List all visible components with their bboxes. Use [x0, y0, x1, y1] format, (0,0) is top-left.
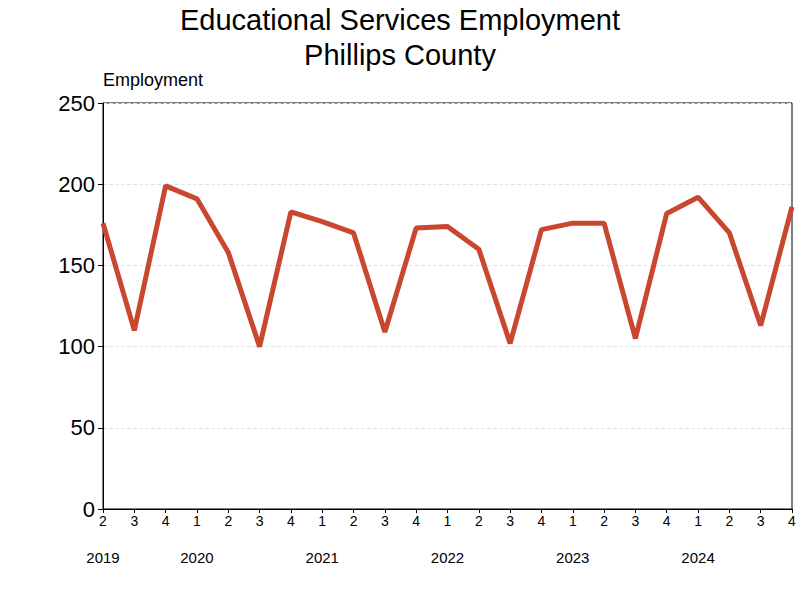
svg-text:1: 1 — [318, 513, 326, 529]
svg-text:4: 4 — [663, 513, 671, 529]
svg-text:2024: 2024 — [681, 549, 714, 566]
svg-text:1: 1 — [193, 513, 201, 529]
svg-text:250: 250 — [58, 91, 95, 116]
svg-text:Educational Services Employmen: Educational Services Employment — [180, 4, 620, 36]
svg-text:3: 3 — [381, 513, 389, 529]
svg-text:2020: 2020 — [180, 549, 213, 566]
svg-text:150: 150 — [58, 253, 95, 278]
svg-text:Employment: Employment — [103, 70, 203, 90]
svg-text:Phillips County: Phillips County — [304, 39, 496, 71]
svg-text:4: 4 — [538, 513, 546, 529]
svg-text:1: 1 — [569, 513, 577, 529]
svg-text:100: 100 — [58, 334, 95, 359]
svg-text:200: 200 — [58, 172, 95, 197]
svg-text:0: 0 — [83, 497, 95, 522]
svg-text:4: 4 — [287, 513, 295, 529]
svg-text:2: 2 — [99, 513, 107, 529]
svg-text:4: 4 — [788, 513, 796, 529]
svg-text:3: 3 — [256, 513, 264, 529]
svg-text:1: 1 — [694, 513, 702, 529]
svg-text:2019: 2019 — [86, 549, 119, 566]
svg-text:2: 2 — [475, 513, 483, 529]
svg-text:2: 2 — [725, 513, 733, 529]
svg-text:2022: 2022 — [431, 549, 464, 566]
svg-text:2: 2 — [224, 513, 232, 529]
svg-text:4: 4 — [162, 513, 170, 529]
svg-text:3: 3 — [632, 513, 640, 529]
svg-text:3: 3 — [506, 513, 514, 529]
svg-text:4: 4 — [412, 513, 420, 529]
svg-text:2023: 2023 — [556, 549, 589, 566]
svg-text:2: 2 — [350, 513, 358, 529]
svg-text:2: 2 — [600, 513, 608, 529]
svg-text:3: 3 — [130, 513, 138, 529]
svg-text:3: 3 — [757, 513, 765, 529]
svg-text:50: 50 — [71, 415, 95, 440]
svg-text:1: 1 — [444, 513, 452, 529]
svg-text:2021: 2021 — [306, 549, 339, 566]
